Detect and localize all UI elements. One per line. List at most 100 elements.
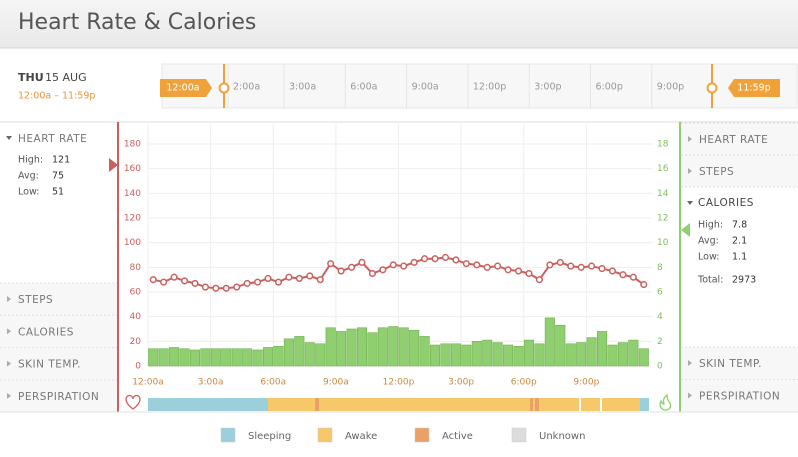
heart-rate-point (180, 277, 189, 285)
heart-rate-point (285, 273, 293, 281)
timeline-label: 12:00p (473, 82, 506, 93)
axis-pointer (109, 158, 118, 172)
timeline[interactable] (161, 63, 798, 109)
panel-row[interactable] (0, 347, 117, 380)
heart-rate-point (588, 262, 596, 270)
panel-row[interactable] (681, 155, 798, 187)
panel-row-label: SKIN TEMP. (18, 359, 81, 371)
heart-rate-point (368, 269, 376, 278)
calorie-bar (513, 345, 524, 367)
start-knob[interactable] (218, 82, 230, 94)
start-handle[interactable] (160, 79, 212, 97)
y-tick-label: 40 (130, 312, 142, 322)
calorie-bar (576, 342, 587, 367)
stat-value: 51 (52, 187, 64, 198)
stat-value: 1.1 (732, 252, 747, 263)
heart-rate-point (358, 258, 366, 266)
collapse-icon (688, 360, 692, 366)
legend-label: Active (442, 431, 473, 442)
stat-value: 121 (52, 155, 70, 166)
collapse-icon (7, 392, 11, 399)
heart-rate-point (149, 276, 157, 284)
legend-label: Awake (345, 431, 377, 442)
calorie-bar (617, 342, 628, 367)
panel-row[interactable] (681, 123, 798, 155)
panel-row[interactable] (681, 347, 798, 379)
heart-rate-point (316, 276, 324, 284)
heart-rate-point (191, 279, 199, 287)
y2-tick-label: 6 (657, 288, 663, 298)
left-panel: HEART RATE High: 121 Avg: 75 Low: 51 STEPS CALO… (0, 133, 118, 412)
y-tick-label: 100 (124, 238, 141, 248)
active-segment (315, 398, 319, 411)
calorie-bar (231, 348, 242, 367)
stat-label: Avg: (18, 171, 39, 182)
x-tick-label: 3:00a (198, 378, 224, 388)
calorie-bar (471, 341, 482, 367)
heart-rate-point (222, 284, 230, 292)
panel-row[interactable] (0, 283, 117, 315)
end-handle[interactable] (728, 79, 780, 97)
heart-rate-point (212, 284, 220, 292)
calorie-bar (367, 332, 378, 367)
calorie-bar (158, 348, 169, 367)
stat-value: 75 (52, 171, 64, 182)
heart-rate-point (619, 271, 627, 279)
heart-rate-point (410, 258, 418, 266)
legend: Sleeping Awake Active Unknown (220, 427, 585, 443)
heart-rate-point (421, 255, 429, 263)
heart-rate-point (598, 265, 606, 273)
stat-value: 7.8 (732, 220, 747, 231)
panel-title[interactable]: HEART RATE (18, 133, 87, 145)
unknown-segment (579, 398, 581, 411)
y2-tick-label: 8 (657, 263, 663, 273)
timeline-label: 9:00a (412, 82, 439, 93)
heart-rate-point (535, 276, 543, 284)
heart-rate-point (170, 273, 178, 281)
panel-row[interactable] (681, 379, 798, 412)
panel-row[interactable] (0, 315, 117, 348)
panel-row[interactable] (0, 379, 117, 412)
y-tick-label: 140 (124, 189, 141, 199)
calorie-bar (482, 339, 493, 367)
calorie-bar (534, 343, 545, 367)
x-tick-label: 12:00a (132, 378, 163, 388)
end-knob[interactable] (706, 82, 718, 94)
calorie-bar (273, 345, 284, 367)
stat-label: High: (698, 220, 723, 231)
y-tick-label: 60 (130, 288, 142, 298)
panel-row-label: HEART RATE (699, 134, 768, 146)
sleep-segment (640, 398, 649, 411)
calorie-bar (252, 349, 263, 367)
heart-rate-point (452, 256, 460, 264)
end-label: 11:59p (737, 83, 770, 94)
x-tick-label: 9:00p (573, 378, 599, 388)
y2-tick-label: 10 (657, 238, 669, 248)
x-tick-label: 9:00a (323, 378, 349, 388)
panel-row-label: CALORIES (18, 326, 74, 338)
calorie-bar (523, 339, 534, 367)
activity-strip (125, 393, 672, 411)
expand-icon (687, 201, 693, 205)
collapse-icon (7, 296, 11, 302)
stat-value: 2.1 (732, 236, 747, 247)
calorie-bar (503, 344, 514, 367)
collapse-icon (688, 136, 692, 142)
timeline-label: 3:00a (289, 82, 316, 93)
heart-rate-point (160, 278, 168, 286)
heart-rate-point (567, 262, 575, 270)
heart-rate-point (243, 279, 251, 287)
y2-tick-label: 16 (657, 164, 669, 174)
calorie-bar (597, 331, 608, 367)
panel-row-label: PERSPIRATION (18, 391, 99, 403)
collapse-icon (688, 168, 692, 174)
heart-rate-point (389, 261, 397, 269)
panel-title[interactable]: CALORIES (698, 197, 754, 209)
awake-segment (268, 398, 640, 411)
plot: 0 20 40 60 80 100 120 140 160 180 0 2 4 6 8 10 12 14 16 18 1… (124, 124, 669, 388)
flame-icon (659, 393, 672, 411)
legend-swatch (220, 427, 236, 443)
timeline-label: 2:00a (233, 82, 260, 93)
y2-tick-label: 2 (657, 337, 663, 347)
heart-rate-point (577, 263, 585, 271)
